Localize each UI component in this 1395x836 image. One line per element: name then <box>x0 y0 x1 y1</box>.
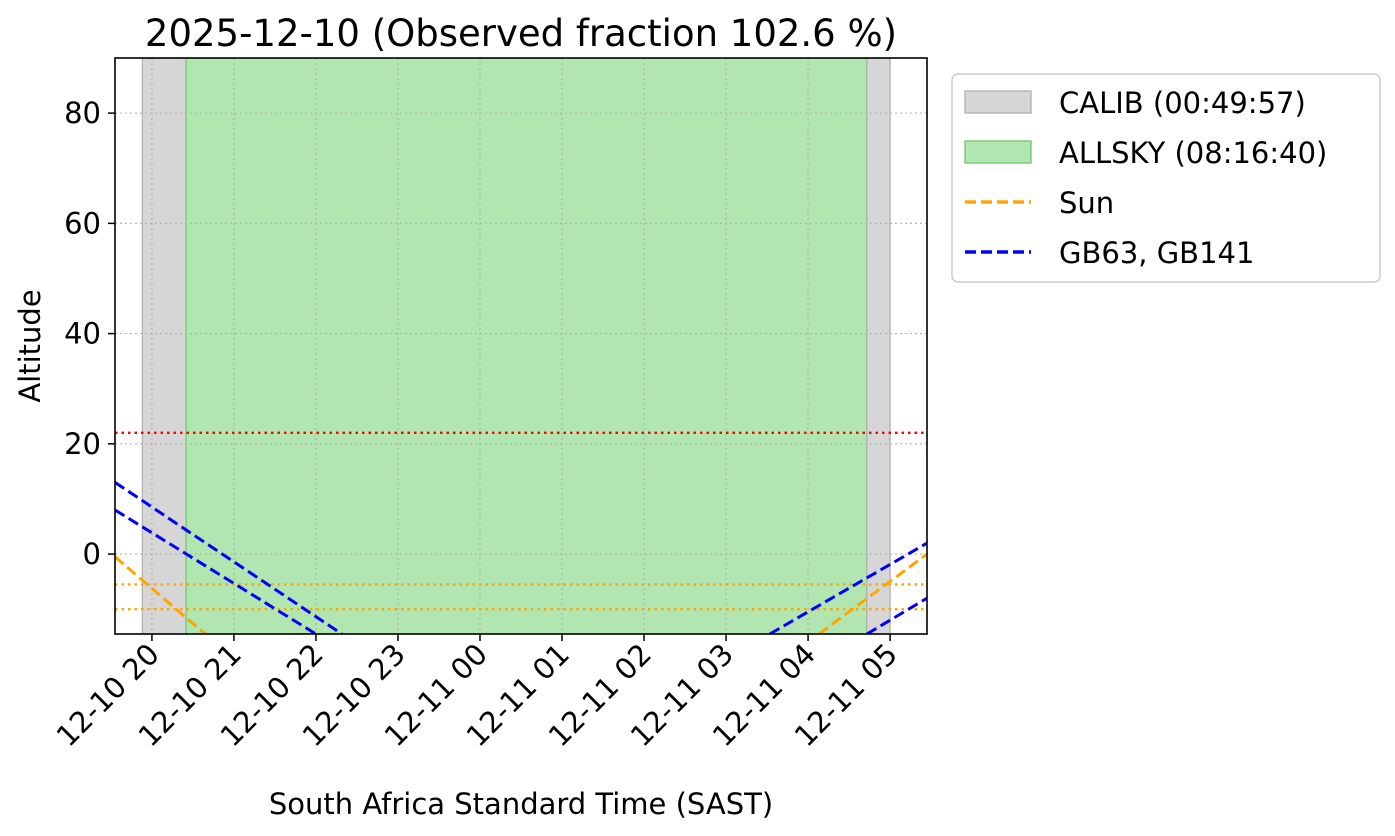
legend-swatch-0 <box>964 90 1032 114</box>
y-tick-label-3: 60 <box>64 206 101 240</box>
y-axis-label: Altitude <box>13 289 47 402</box>
legend-label-3: GB63, GB141 <box>1059 236 1254 270</box>
series-layer <box>115 481 927 634</box>
series-gb63-gb141-5 <box>866 596 927 634</box>
grid-layer <box>115 58 927 634</box>
plot-area <box>115 58 927 634</box>
legend-frame <box>951 73 1381 283</box>
y-axis: 0 20 40 60 80 <box>64 96 115 571</box>
span-allsky-1 <box>185 58 868 634</box>
chart-title: 2025-12-10 (Observed fraction 102.6 %) <box>145 12 897 55</box>
legend: CALIB (00:49:57) ALLSKY (08:16:40) Sun GB63… <box>951 73 1381 283</box>
series-gb63-gb141-2 <box>115 481 343 634</box>
legend-label-2: Sun <box>1059 186 1114 220</box>
spans-layer <box>141 58 891 634</box>
span-calib-2 <box>866 58 891 634</box>
hlines-layer <box>115 431 927 611</box>
y-tick-label-0: 0 <box>83 537 101 571</box>
x-axis-label: South Africa Standard Time (SAST) <box>269 787 773 821</box>
series-sun-1 <box>818 552 927 634</box>
series-gb63-gb141-4 <box>769 541 927 634</box>
span-calib-0 <box>141 58 187 634</box>
legend-label-0: CALIB (00:49:57) <box>1059 86 1306 120</box>
series-sun-0 <box>115 555 207 634</box>
legend-swatch-1 <box>964 140 1032 164</box>
legend-label-1: ALLSKY (08:16:40) <box>1059 136 1327 170</box>
plot-frame <box>114 57 928 635</box>
y-tick-label-4: 80 <box>64 96 101 130</box>
y-tick-label-1: 20 <box>64 427 101 461</box>
series-gb63-gb141-3 <box>115 508 317 634</box>
y-tick-label-2: 40 <box>64 317 101 351</box>
